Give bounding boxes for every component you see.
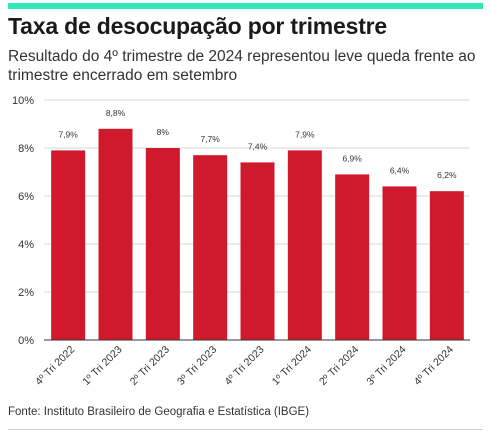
x-tick-label: 3º Tri 2024 [364, 344, 408, 388]
data-label: 8,8% [106, 108, 126, 118]
bar [98, 128, 133, 340]
source-note: Fonte: Instituto Brasileiro de Geografia… [8, 406, 310, 418]
x-tick-label: 2º Tri 2024 [317, 344, 361, 388]
data-label: 7,9% [295, 129, 315, 139]
y-tick-label: 8% [18, 143, 34, 155]
x-tick-label: 2º Tri 2023 [128, 344, 172, 388]
data-label: 7,7% [200, 134, 220, 144]
data-label: 6,2% [437, 170, 457, 180]
y-tick-label: 0% [18, 335, 34, 347]
y-tick-label: 6% [18, 191, 34, 203]
data-label: 7,4% [248, 141, 268, 151]
chart-subtitle: Resultado do 4º trimestre de 2024 repres… [8, 48, 476, 84]
bar [429, 191, 464, 340]
bar [193, 155, 228, 340]
y-tick-label: 4% [18, 239, 34, 251]
footer-divider [8, 429, 483, 430]
data-label: 6,4% [390, 165, 410, 175]
x-tick-label: 4º Tri 2022 [33, 344, 77, 388]
x-tick-label: 1º Tri 2024 [270, 344, 314, 388]
data-label: 7,9% [58, 129, 78, 139]
data-label: 6,9% [342, 153, 362, 163]
bar [335, 174, 370, 340]
x-tick-label: 4º Tri 2024 [412, 344, 456, 388]
x-tick-label: 3º Tri 2023 [175, 344, 219, 388]
chart-title: Taxa de desocupação por trimestre [8, 13, 387, 39]
y-tick-label: 10% [12, 95, 34, 107]
bar [382, 186, 417, 340]
bar [287, 150, 322, 340]
x-tick-label: 1º Tri 2023 [80, 344, 124, 388]
data-label: 8% [157, 127, 170, 137]
bar [51, 150, 86, 340]
x-tick-label: 4º Tri 2023 [222, 344, 266, 388]
accent-bar [8, 3, 483, 9]
bar [145, 148, 180, 340]
bar-chart: 0% 2% 4% 6% 8% 10% 7,9% 4º Tri 2022 8,8% 1º Tri 2… [12, 95, 470, 388]
y-tick-label: 2% [18, 287, 34, 299]
bar [240, 162, 275, 340]
